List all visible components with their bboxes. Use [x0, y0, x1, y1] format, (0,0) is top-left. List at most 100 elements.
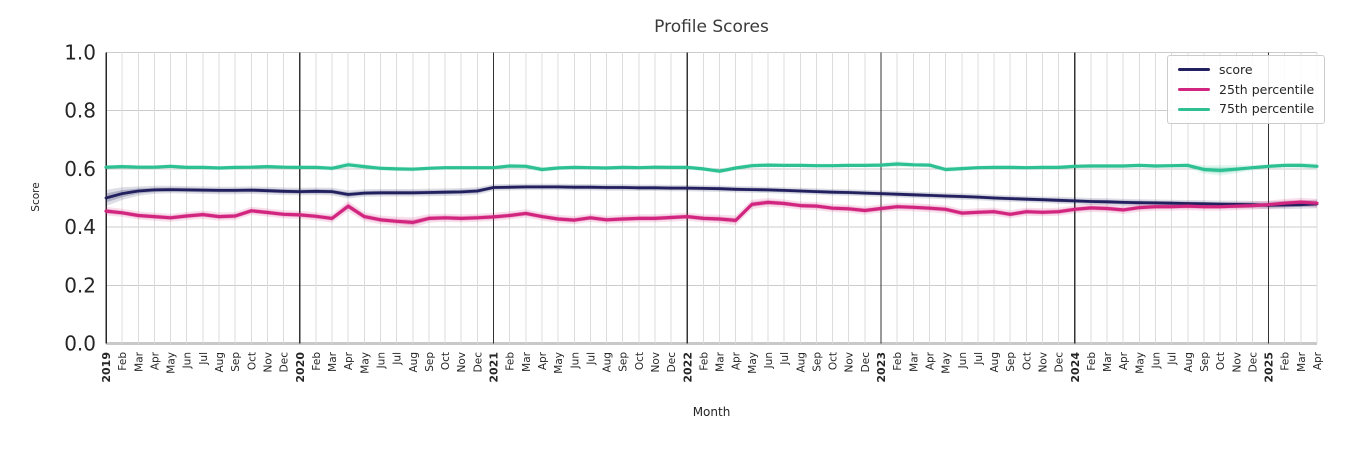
x-tick-label-month: Jun	[1151, 352, 1163, 369]
legend-line-swatch	[1178, 87, 1210, 91]
x-tick-label-month: Jul	[973, 352, 985, 366]
legend-line-swatch	[1178, 68, 1210, 72]
x-tick-label-month: Feb	[892, 352, 904, 371]
x-tick-label-month: Apr	[343, 351, 355, 370]
x-tick-label-month: Oct	[1215, 352, 1227, 370]
legend-entry-25th-percentile: 25th percentile	[1178, 82, 1314, 98]
x-tick-label-month: Jul	[198, 352, 210, 366]
x-tick-label-month: Nov	[1038, 352, 1050, 373]
x-tick-label-month: Sep	[618, 352, 630, 372]
x-tick-label-month: Apr	[1118, 351, 1130, 370]
y-axis-label: Score	[30, 182, 42, 212]
series-25th-percentile-band-outer	[106, 197, 1317, 228]
series-score-band-inner	[106, 185, 1317, 208]
series-75th-percentile-band-outer	[106, 161, 1317, 176]
x-tick-label-month: Sep	[1199, 352, 1211, 372]
legend-label: 75th percentile	[1219, 101, 1315, 117]
x-tick-label-month: Aug	[214, 352, 226, 373]
x-tick-label-month: Nov	[844, 352, 856, 373]
x-tick-label-month: Aug	[408, 352, 420, 373]
x-tick-label-month: Apr	[924, 351, 936, 370]
x-axis-label: Month	[692, 405, 731, 419]
x-tick-label-month: Mar	[1102, 351, 1114, 371]
legend-label: score	[1219, 62, 1253, 77]
x-tick-label-month: Aug	[602, 352, 614, 373]
x-tick-label-month: Apr	[537, 351, 549, 370]
x-tick-label-year: 2020	[294, 352, 307, 383]
x-tick-label-month: Nov	[262, 352, 274, 373]
legend-entry-score: score	[1178, 62, 1314, 78]
x-tick-label-month: Mar	[908, 351, 920, 371]
x-tick-label-year: 2019	[100, 352, 113, 383]
x-tick-label-month: Apr	[149, 351, 161, 370]
x-tick-label-month: Feb	[1280, 352, 1292, 371]
x-tick-label-month: Dec	[666, 352, 678, 373]
y-tick-label: 1.0	[64, 41, 96, 65]
x-tick-label-month: Aug	[795, 352, 807, 373]
x-tick-label-year: 2023	[875, 352, 888, 383]
x-tick-label-year: 2022	[681, 352, 694, 383]
x-tick-label-month: Nov	[456, 352, 468, 373]
x-tick-label-year: 2021	[488, 352, 501, 383]
x-tick-label-month: Feb	[311, 352, 323, 371]
x-tick-label-month: Jun	[957, 352, 969, 369]
y-tick-label: 0.4	[64, 215, 96, 239]
x-tick-label-month: Sep	[230, 352, 242, 372]
x-tick-label-year: 2025	[1263, 352, 1276, 383]
y-tick-label: 0.8	[64, 99, 96, 123]
x-tick-label-month: Mar	[715, 351, 727, 371]
x-tick-label-month: Dec	[472, 352, 484, 373]
x-tick-label-month: Mar	[1296, 351, 1308, 371]
y-tick-label: 0.0	[64, 332, 96, 356]
x-tick-label-month: Dec	[1054, 352, 1066, 373]
chart-title: Profile Scores	[654, 17, 769, 37]
x-tick-label-month: Aug	[989, 352, 1001, 373]
x-tick-label-month: Apr	[1312, 351, 1324, 370]
x-tick-label-month: Sep	[424, 352, 436, 372]
x-tick-label-month: Nov	[650, 352, 662, 373]
x-tick-label-month: Aug	[1183, 352, 1195, 373]
x-tick-label-month: Jul	[1167, 352, 1179, 366]
x-tick-label-month: Mar	[327, 351, 339, 371]
x-tick-label-month: Feb	[505, 352, 517, 371]
x-tick-label-month: Mar	[521, 351, 533, 371]
x-tick-label-month: Oct	[828, 352, 840, 370]
x-tick-label-month: Sep	[1005, 352, 1017, 372]
x-tick-label-month: Oct	[440, 352, 452, 370]
y-tick-label: 0.6	[64, 157, 96, 181]
series-score-line	[104, 185, 1319, 207]
legend: score 25th percentile 75th percentile	[1167, 55, 1326, 124]
x-tick-label-month: May	[166, 352, 178, 374]
x-tick-label-month: Jun	[763, 352, 775, 369]
x-tick-label-month: Jul	[585, 352, 597, 366]
x-tick-label-month: Feb	[1086, 352, 1098, 371]
x-tick-label-month: Oct	[634, 352, 646, 370]
x-tick-label-month: May	[747, 352, 759, 374]
x-tick-label-month: Jul	[392, 352, 404, 366]
x-tick-label-month: May	[359, 352, 371, 374]
x-tick-label-month: Feb	[698, 352, 710, 371]
x-tick-label-month: Feb	[117, 352, 129, 371]
x-tick-label-month: Mar	[133, 351, 145, 371]
series-75th-percentile-line	[104, 162, 1319, 173]
x-tick-label-year: 2024	[1069, 352, 1082, 383]
x-tick-label-month: Jun	[375, 352, 387, 369]
x-tick-label-month: May	[1134, 352, 1146, 374]
x-tick-label-month: Nov	[1231, 352, 1243, 373]
x-tick-label-month: Apr	[731, 351, 743, 370]
x-tick-label-month: Dec	[279, 352, 291, 373]
y-tick-label: 0.2	[64, 273, 96, 297]
x-tick-label-month: Dec	[1247, 352, 1259, 373]
x-tick-label-month: Oct	[1021, 352, 1033, 370]
x-tick-label-month: May	[553, 352, 565, 374]
x-tick-label-month: May	[941, 352, 953, 374]
series-25th-percentile-line	[104, 200, 1319, 224]
x-tick-label-month: Jul	[779, 352, 791, 366]
legend-line-swatch	[1178, 107, 1210, 111]
legend-label: 25th percentile	[1219, 81, 1315, 97]
x-tick-label-month: Jun	[182, 352, 194, 369]
series-score-band-outer	[106, 183, 1317, 210]
x-tick-label-month: Dec	[860, 352, 872, 373]
